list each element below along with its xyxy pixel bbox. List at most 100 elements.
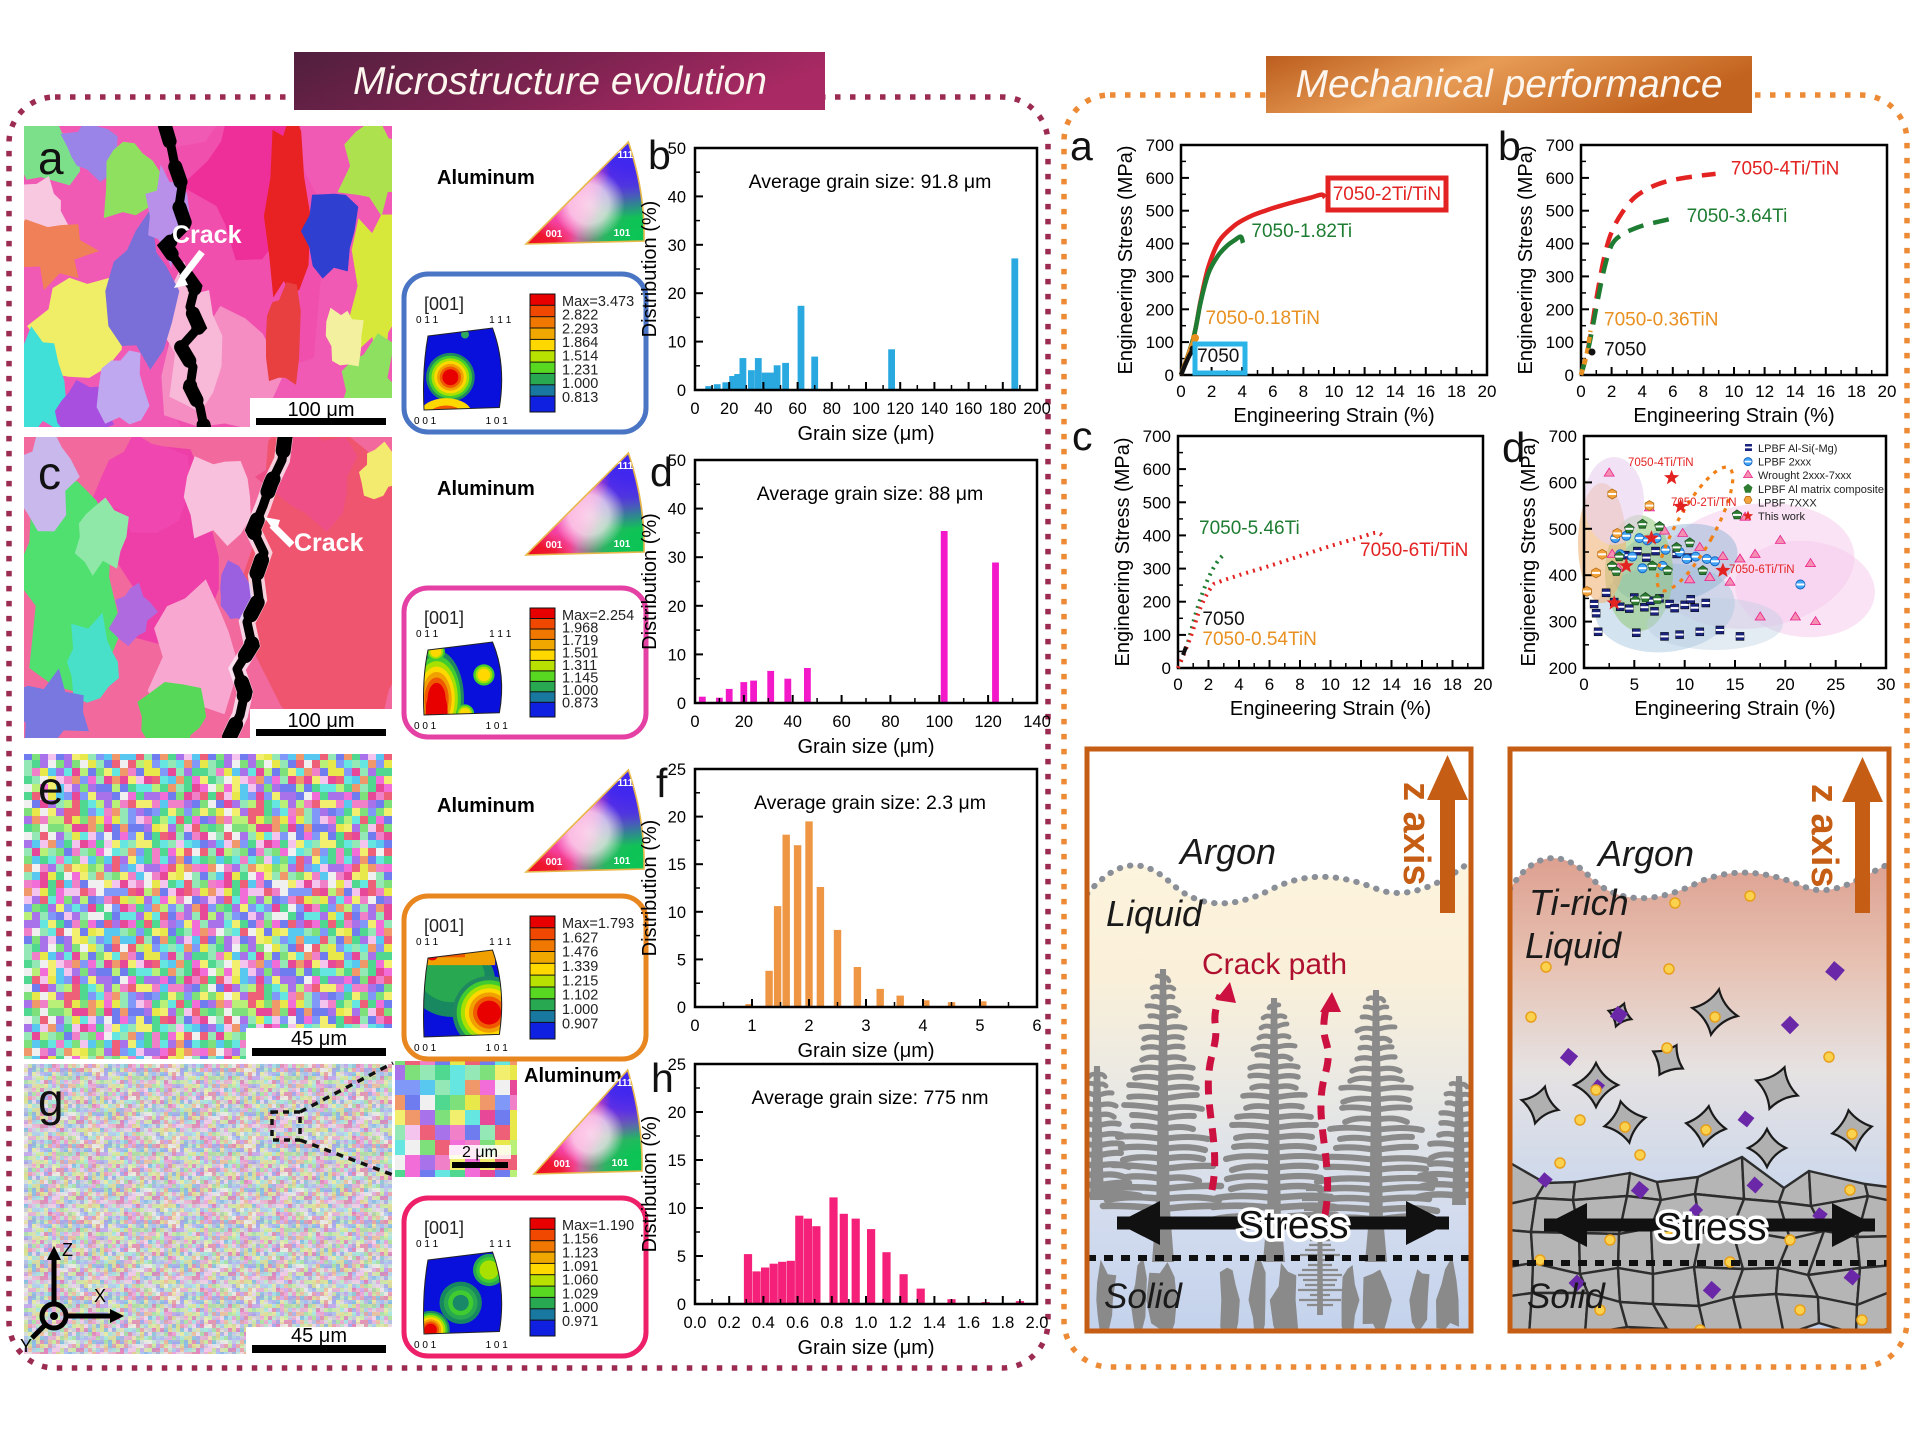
svg-text:700: 700 <box>1549 427 1577 446</box>
svg-text:101: 101 <box>612 1158 629 1169</box>
svg-text:400: 400 <box>1549 566 1577 585</box>
svg-text:1.0: 1.0 <box>855 1314 878 1332</box>
svg-text:LPBF Al matrix composite: LPBF Al matrix composite <box>1758 484 1884 496</box>
svg-text:400: 400 <box>1546 235 1574 254</box>
svg-text:20: 20 <box>1878 382 1897 401</box>
svg-text:1 0 1: 1 0 1 <box>486 1340 509 1351</box>
svg-text:15: 15 <box>668 1152 686 1170</box>
svg-text:Liquid: Liquid <box>1106 893 1203 934</box>
svg-text:1.8: 1.8 <box>991 1314 1014 1332</box>
svg-text:600: 600 <box>1146 169 1174 188</box>
svg-text:Max=3.473: Max=3.473 <box>562 294 634 310</box>
svg-text:6: 6 <box>1668 382 1677 401</box>
svg-text:1.514: 1.514 <box>562 349 598 365</box>
svg-text:7050-3.64Ti: 7050-3.64Ti <box>1687 206 1788 227</box>
svg-text:4: 4 <box>1637 382 1646 401</box>
svg-text:5: 5 <box>975 1017 984 1035</box>
svg-text:1.2: 1.2 <box>889 1314 912 1332</box>
svg-text:1.864: 1.864 <box>562 335 598 351</box>
svg-text:1.060: 1.060 <box>562 1273 598 1289</box>
svg-text:4: 4 <box>1237 382 1246 401</box>
svg-text:Max=2.254: Max=2.254 <box>562 608 634 624</box>
svg-text:Engineering Strain (%): Engineering Strain (%) <box>1633 405 1834 427</box>
svg-text:0: 0 <box>677 999 686 1017</box>
svg-text:d: d <box>650 449 673 495</box>
svg-text:1.6: 1.6 <box>957 1314 980 1332</box>
svg-text:300: 300 <box>1549 613 1577 632</box>
svg-text:200: 200 <box>1146 300 1174 319</box>
svg-text:500: 500 <box>1546 202 1574 221</box>
svg-text:Argon: Argon <box>1596 833 1694 874</box>
svg-text:1.156: 1.156 <box>562 1232 598 1248</box>
svg-text:120: 120 <box>886 400 914 418</box>
svg-text:200: 200 <box>1023 400 1051 418</box>
svg-text:0.873: 0.873 <box>562 696 598 712</box>
svg-text:1 0 1: 1 0 1 <box>486 721 509 732</box>
svg-text:Engineering Stress (MPa): Engineering Stress (MPa) <box>1518 438 1540 667</box>
svg-text:Grain size (μm): Grain size (μm) <box>797 1337 934 1359</box>
svg-text:7050-5.46Ti: 7050-5.46Ti <box>1199 518 1300 539</box>
svg-text:1.719: 1.719 <box>562 633 598 649</box>
svg-text:0.971: 0.971 <box>562 1314 598 1330</box>
svg-text:1.4: 1.4 <box>923 1314 946 1332</box>
svg-text:001: 001 <box>546 857 563 868</box>
svg-text:14: 14 <box>1386 382 1405 401</box>
svg-text:7050-0.54TiN: 7050-0.54TiN <box>1202 629 1316 650</box>
svg-text:18: 18 <box>1847 382 1866 401</box>
svg-text:100: 100 <box>1546 333 1574 352</box>
svg-text:0: 0 <box>1565 366 1574 385</box>
svg-text:14: 14 <box>1382 675 1401 694</box>
svg-text:This work: This work <box>1758 511 1806 523</box>
svg-text:c: c <box>1072 413 1093 459</box>
svg-text:0: 0 <box>1579 675 1588 694</box>
svg-text:0.0: 0.0 <box>684 1314 707 1332</box>
svg-text:10: 10 <box>1725 382 1744 401</box>
svg-text:1.029: 1.029 <box>562 1286 598 1302</box>
svg-text:Ti-rich: Ti-rich <box>1529 882 1629 923</box>
svg-text:1.501: 1.501 <box>562 646 598 662</box>
svg-text:160: 160 <box>955 400 983 418</box>
svg-text:7050-0.18TiN: 7050-0.18TiN <box>1206 308 1320 329</box>
svg-text:111: 111 <box>618 778 634 789</box>
svg-text:10: 10 <box>668 334 686 352</box>
svg-text:[001]: [001] <box>424 608 464 628</box>
svg-text:20: 20 <box>735 713 753 731</box>
svg-text:1.145: 1.145 <box>562 671 598 687</box>
svg-text:Aluminum: Aluminum <box>437 795 535 817</box>
svg-text:1.000: 1.000 <box>562 376 598 392</box>
svg-text:600: 600 <box>1546 169 1574 188</box>
svg-text:80: 80 <box>823 400 841 418</box>
svg-text:101: 101 <box>614 228 631 239</box>
svg-text:700: 700 <box>1143 427 1171 446</box>
svg-text:12: 12 <box>1352 675 1371 694</box>
svg-text:20: 20 <box>668 598 686 616</box>
svg-text:0.8: 0.8 <box>820 1314 843 1332</box>
svg-text:10: 10 <box>668 1200 686 1218</box>
svg-text:30: 30 <box>1877 675 1896 694</box>
svg-text:1 1 1: 1 1 1 <box>489 629 512 640</box>
svg-text:200: 200 <box>1143 593 1171 612</box>
svg-text:001: 001 <box>546 540 563 551</box>
svg-text:z axis: z axis <box>1395 782 1437 886</box>
svg-text:0.2: 0.2 <box>718 1314 741 1332</box>
svg-text:Max=1.793: Max=1.793 <box>562 916 634 932</box>
svg-text:101: 101 <box>614 539 631 550</box>
svg-text:16: 16 <box>1816 382 1835 401</box>
svg-text:100 μm: 100 μm <box>287 710 354 732</box>
svg-text:0: 0 <box>677 695 686 713</box>
svg-text:0: 0 <box>1176 382 1185 401</box>
svg-text:1.231: 1.231 <box>562 362 598 378</box>
svg-text:h: h <box>651 1055 674 1101</box>
svg-text:1 1 1: 1 1 1 <box>489 1239 512 1250</box>
svg-text:18: 18 <box>1443 675 1462 694</box>
svg-text:Grain size (μm): Grain size (μm) <box>797 423 934 445</box>
svg-text:0: 0 <box>690 400 699 418</box>
svg-text:8: 8 <box>1299 382 1308 401</box>
svg-text:001: 001 <box>546 229 563 240</box>
svg-text:15: 15 <box>668 856 686 874</box>
svg-text:1 1 1: 1 1 1 <box>489 937 512 948</box>
svg-text:7050-6Ti/TiN: 7050-6Ti/TiN <box>1729 564 1795 576</box>
svg-text:111: 111 <box>618 150 634 161</box>
svg-text:7050-2Ti/TiN: 7050-2Ti/TiN <box>1671 497 1737 509</box>
svg-text:111: 111 <box>617 1078 633 1089</box>
